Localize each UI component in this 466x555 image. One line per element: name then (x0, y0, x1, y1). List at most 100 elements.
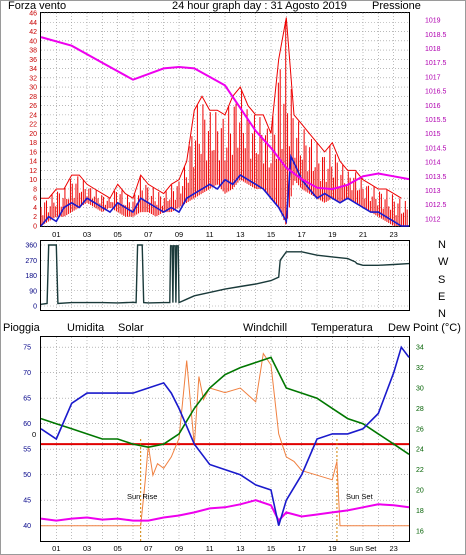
y-right-tick: 1018 (425, 46, 441, 53)
y-dir-tick: 360 (25, 243, 37, 250)
x-tick-label: 05 (113, 230, 121, 239)
sun-rise-label: Sun Rise (127, 492, 157, 501)
y-left-tick: 2 (33, 214, 37, 221)
x-tick-label: 05 (113, 544, 121, 553)
compass-s: S (438, 274, 445, 286)
legend-temperatura: Temperatura (311, 322, 374, 334)
y-left-tick: 46 (29, 11, 37, 18)
x-tick-label: 13 (236, 230, 244, 239)
y-temp-tick: 34 (416, 345, 424, 352)
humidity-line (40, 345, 410, 526)
y-temp-tick: 22 (416, 467, 424, 474)
x-tick-label: 07 (144, 230, 152, 239)
pressure-line (40, 36, 410, 191)
y-dir-tick: 180 (25, 273, 37, 280)
x-tick-label: 13 (236, 544, 244, 553)
y-left-tick: 20 (29, 131, 37, 138)
y-umid-tick: 75 (23, 345, 31, 352)
y-umid-tick: 45 (23, 498, 31, 505)
y-left-tick: 42 (29, 29, 37, 36)
y-left-tick: 44 (29, 20, 37, 27)
x-tick-label: 17 (297, 230, 305, 239)
y-left-tick: 34 (29, 66, 37, 73)
y-temp-tick: 28 (416, 406, 424, 413)
y-temp-tick: 24 (416, 447, 424, 454)
solar-line (41, 352, 409, 527)
x-tick-label: 17 (297, 544, 305, 553)
y-temp-tick: 18 (416, 508, 424, 515)
y-umid-tick: 40 (23, 523, 31, 530)
y-dir-tick: 270 (25, 258, 37, 265)
y-dir-tick: 90 (29, 288, 37, 295)
y-right-tick: 1014 (425, 160, 441, 167)
y-right-tick: 1019 (425, 18, 441, 25)
y-left-tick: 4 (33, 205, 37, 212)
x-tick-label: 07 (144, 544, 152, 553)
direction-line (40, 244, 410, 305)
wind-avg-line (40, 153, 409, 227)
y-right-tick: 1017 (425, 74, 441, 81)
x-tick-label: 09 (175, 544, 183, 553)
legend-dewpoint: Dew Point (°C) (388, 322, 461, 334)
graph-title: 24 hour graph day : 31 Agosto 2019 (172, 0, 347, 12)
compass-n-bottom: N (438, 308, 446, 320)
x-tick-label: Sun Set (350, 544, 378, 553)
sun-set-label: Sun Set (346, 492, 374, 501)
y-left-tick: 32 (29, 75, 37, 82)
y-right-tick: 1016 (425, 103, 441, 110)
legend-pioggia: Pioggia (3, 322, 41, 334)
temperature-line (40, 356, 410, 455)
y-right-tick: 1013.5 (425, 174, 447, 181)
x-tick-label: 09 (175, 230, 183, 239)
y-right-tick: 1015 (425, 131, 441, 138)
x-tick-label: 21 (359, 230, 367, 239)
y-right-tick: 1016.5 (425, 89, 447, 96)
y-left-tick: 28 (29, 94, 37, 101)
y-right-tick: 1018.5 (425, 32, 447, 39)
y-left-tick: 8 (33, 186, 37, 193)
series (40, 17, 410, 541)
y-left-tick: 36 (29, 57, 37, 64)
legend-umidita: Umidita (67, 322, 105, 334)
y-right-tick: 1013 (425, 188, 441, 195)
x-tick-label: 15 (267, 544, 275, 553)
x-tick-label: 03 (83, 544, 91, 553)
dewpoint-line (40, 499, 410, 523)
y-dir-tick: 0 (33, 304, 37, 311)
y-left-tick: 40 (29, 38, 37, 45)
y-left-tick: 22 (29, 122, 37, 129)
y-umid-tick: 55 (23, 447, 31, 454)
x-tick-label: 01 (52, 544, 60, 553)
legend-windchill: Windchill (243, 322, 287, 334)
x-tick-label: 03 (83, 230, 91, 239)
y-left-tick: 38 (29, 48, 37, 55)
y-left-tick: 24 (29, 112, 37, 119)
y-left-tick: 0 (33, 224, 37, 231)
pressure-title: Pressione (372, 0, 421, 12)
y-umid-tick: 50 (23, 472, 31, 479)
y-left-tick: 12 (29, 168, 37, 175)
compass-w: W (438, 256, 449, 268)
legend-solar: Solar (118, 322, 144, 334)
y-right-tick: 1017.5 (425, 60, 447, 67)
y-left-tick: 16 (29, 149, 37, 156)
compass-e: E (438, 291, 445, 303)
x-tick-label: 23 (389, 230, 397, 239)
y-umid-tick: 70 (23, 370, 31, 377)
y-right-tick: 1012.5 (425, 202, 447, 209)
y-left-tick: 30 (29, 85, 37, 92)
x-tick-label: 11 (206, 544, 214, 553)
wind-title: Forza vento (8, 0, 66, 12)
y-left-tick: 10 (29, 177, 37, 184)
y-temp-tick: 26 (416, 426, 424, 433)
compass: N W S E N (438, 239, 449, 320)
y-right-tick: 1012 (425, 216, 441, 223)
y-left-tick: 6 (33, 196, 37, 203)
grid: 0246810121416182022242628303234363840424… (23, 11, 446, 554)
y-umid-tick: 60 (23, 421, 31, 428)
y-umid-tick: 65 (23, 396, 31, 403)
x-tick-label: 11 (206, 230, 214, 239)
x-tick-label: 19 (328, 544, 336, 553)
rain-zero-label: 0 (32, 430, 36, 439)
